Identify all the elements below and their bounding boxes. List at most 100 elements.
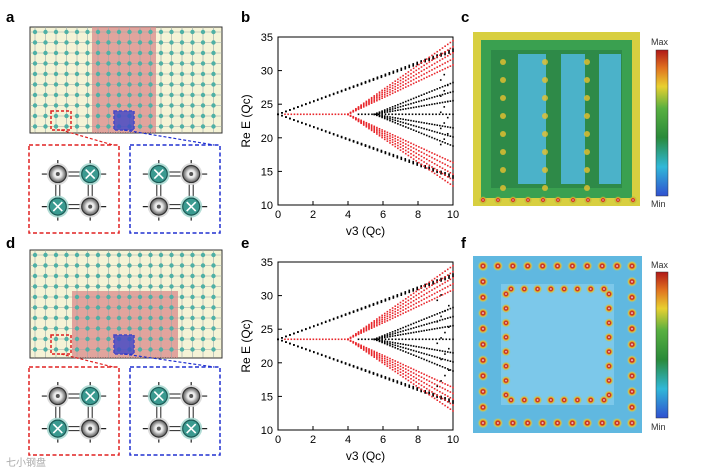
inner-edge-hotspot xyxy=(501,289,511,299)
red-band-point xyxy=(431,69,433,71)
red-band-point xyxy=(399,82,402,85)
black-inner-point xyxy=(439,139,441,142)
black-inner-point xyxy=(383,111,386,114)
black-inner-point xyxy=(394,105,397,107)
red-band-point xyxy=(407,369,410,372)
lattice-site xyxy=(85,82,90,87)
black-inner-point xyxy=(399,124,402,126)
lattice-site xyxy=(32,92,38,98)
lattice-site xyxy=(53,92,59,98)
lattice-site xyxy=(85,252,90,258)
black-inner-point xyxy=(386,340,389,343)
lattice-site xyxy=(43,71,48,77)
black-band-point xyxy=(444,278,446,281)
lattice-site xyxy=(106,273,111,279)
red-band-point xyxy=(373,326,376,328)
black-band-point xyxy=(352,141,355,143)
red-band-point xyxy=(402,373,404,375)
lattice-site xyxy=(137,294,143,300)
red-band-point xyxy=(425,292,428,294)
black-inner-point xyxy=(418,356,420,359)
red-band-point xyxy=(428,159,431,162)
black-inner-point xyxy=(449,91,452,94)
red-band-point xyxy=(394,145,397,148)
inner-edge-hotspot xyxy=(519,395,530,405)
lattice-site xyxy=(190,113,195,119)
red-band-point xyxy=(428,61,431,63)
red-band-point xyxy=(415,298,418,301)
lattice-site xyxy=(53,103,59,108)
red-band-point xyxy=(376,133,378,135)
lattice-site xyxy=(95,336,101,342)
black-inner-point xyxy=(425,128,428,131)
red-band-point xyxy=(391,361,394,364)
lattice-site xyxy=(179,347,185,352)
red-band-point xyxy=(444,276,446,278)
black-band-point xyxy=(440,397,442,400)
scattered-point xyxy=(440,294,442,296)
black-band-point xyxy=(368,371,371,374)
lattice-site xyxy=(116,92,122,98)
red-band-point xyxy=(407,310,410,312)
black-band-point xyxy=(348,139,351,142)
black-band-point xyxy=(297,345,299,348)
red-flat-point xyxy=(340,338,343,341)
red-band-point xyxy=(378,134,381,137)
black-band-point xyxy=(360,143,363,146)
lattice-site xyxy=(32,71,38,77)
red-band-point xyxy=(433,167,436,170)
red-band-point xyxy=(391,314,394,317)
black-band-point xyxy=(452,274,454,277)
black-inner-point xyxy=(418,121,420,123)
red-band-point xyxy=(452,270,454,273)
lattice-site xyxy=(106,103,111,108)
red-band-point xyxy=(365,123,368,126)
red-band-point xyxy=(407,74,410,77)
lattice-site xyxy=(95,273,101,279)
lattice-site xyxy=(106,347,111,352)
outer-edge-hotspot xyxy=(611,417,623,429)
black-flat-point xyxy=(364,113,367,116)
red-band-point xyxy=(376,96,378,99)
lattice-site xyxy=(169,252,174,258)
black-band-point xyxy=(293,107,295,110)
black-band-point xyxy=(436,54,438,56)
black-band-point xyxy=(432,393,434,396)
red-band-point xyxy=(415,290,418,293)
black-band-point xyxy=(400,382,403,385)
red-flat-point xyxy=(328,338,330,341)
black-inner-point xyxy=(389,344,391,347)
red-band-point xyxy=(357,120,360,123)
scattered-point xyxy=(443,122,446,124)
scattered-point xyxy=(448,326,450,328)
black-inner-point xyxy=(420,346,423,349)
black-band-point xyxy=(384,73,387,76)
lattice-site xyxy=(179,113,185,119)
hot-spot xyxy=(614,196,622,204)
black-flat-point xyxy=(394,338,397,341)
red-band-point xyxy=(420,303,423,306)
black-inner-point xyxy=(449,369,452,371)
black-inner-point xyxy=(423,352,425,355)
black-flat-point xyxy=(381,113,383,116)
red-band-point xyxy=(389,132,391,135)
lattice-site xyxy=(190,82,195,87)
black-flat-point xyxy=(411,113,414,116)
lattice-site xyxy=(116,284,122,289)
black-inner-point xyxy=(376,337,378,340)
red-band-point xyxy=(391,317,394,320)
black-inner-point xyxy=(439,312,441,314)
black-flat-point xyxy=(357,338,360,341)
black-band-point xyxy=(324,95,327,98)
black-inner-point xyxy=(402,108,404,111)
red-band-point xyxy=(444,399,446,401)
inner-edge-hotspot xyxy=(604,317,614,328)
black-band-point xyxy=(388,297,391,300)
red-band-point xyxy=(446,384,449,386)
black-flat-point xyxy=(404,113,407,116)
red-band-point xyxy=(407,151,410,153)
lattice-site xyxy=(190,29,195,35)
red-band-point xyxy=(423,77,425,80)
red-band-point xyxy=(357,345,360,348)
black-inner-point xyxy=(431,321,433,324)
